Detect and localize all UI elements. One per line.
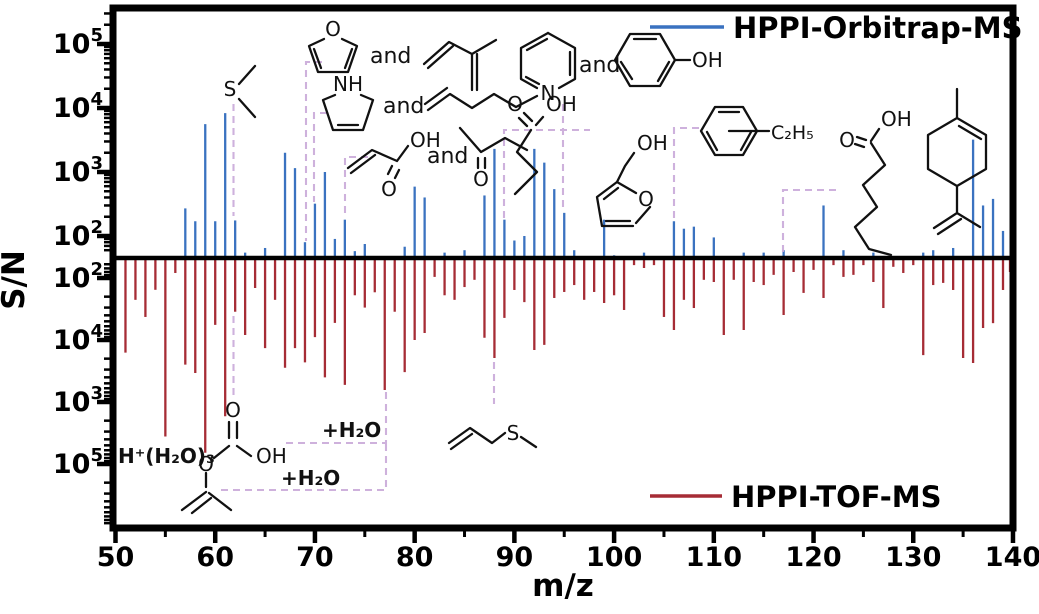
orbitrap-spectrum-peaks	[184, 113, 1005, 256]
nh-atom-label: NH	[333, 72, 363, 96]
y-tick-label: 105	[53, 445, 103, 480]
oxygen-atom-label: O	[325, 17, 341, 41]
and-label-4: and	[579, 53, 620, 78]
y-tick-label: 103	[53, 153, 103, 188]
x-tick-label: 60	[196, 542, 234, 573]
molecule-furan: O	[307, 17, 359, 74]
y-tick-label: 102	[53, 217, 103, 252]
x-tick-label: 140	[985, 542, 1039, 573]
carbonyl-oxygen-label: O	[381, 177, 397, 201]
oh-group-label: OH	[881, 107, 912, 131]
nitrogen-atom-label: N	[541, 81, 556, 105]
x-tick-label: 50	[97, 542, 135, 573]
x-tick-label: 100	[586, 542, 642, 573]
proton-water-cluster-label: H⁺(H₂O)₃	[118, 444, 215, 468]
molecule-hexene	[423, 86, 539, 112]
and-label-1: and	[370, 44, 411, 69]
x-tick-label: 120	[785, 542, 841, 573]
carbonyl-oxygen-label: O	[225, 398, 241, 422]
molecule-furfuryl-alcohol: OH O	[595, 131, 668, 228]
carbonyl-oxygen-label: O	[507, 92, 523, 116]
tof-spectrum-peaks	[124, 260, 1012, 453]
x-tick-label: 80	[396, 542, 434, 573]
legend-bottom-label: HPPI-TOF-MS	[731, 480, 941, 514]
molecule-carbonic-acid-cluster: H⁺(H₂O)₃ O OH O	[118, 398, 287, 515]
oh-group-label: OH	[410, 128, 441, 152]
plot-border	[109, 4, 1017, 532]
y-axis-title: S/N	[0, 250, 32, 310]
molecule-hexanoic-acid: OH O	[839, 107, 912, 257]
y-tick-label: 103	[53, 383, 103, 418]
x-axis-title: m/z	[532, 568, 594, 604]
molecule-acrylic-acid: OH O	[346, 128, 441, 201]
sulfur-atom-label: S	[507, 421, 520, 445]
ester-oxygen-label: O	[198, 452, 214, 476]
plus-water-label-2: +H₂O	[281, 466, 340, 490]
molecule-isoprene	[422, 38, 498, 92]
ethyl-group-label: C₂H₅	[771, 122, 814, 144]
molecule-butyric-acid: O OH	[507, 92, 577, 196]
y-tick-label: 104	[53, 321, 103, 356]
x-tick-label: 130	[885, 542, 941, 573]
axis-tick-labels: 50 60 70 80 90 100 110 120 130 140 105 104 103 102 102…	[53, 25, 1039, 573]
carbonyl-oxygen-label: O	[839, 128, 855, 152]
dashed-connectors	[221, 60, 836, 492]
molecule-allyl-methyl-sulfide: S	[447, 421, 538, 451]
legend-top: HPPI-Orbitrap-MS	[650, 11, 1023, 45]
plus-water-label-1: +H₂O	[322, 418, 381, 442]
and-label-3: and	[427, 144, 468, 169]
y-tick-label: 105	[53, 25, 103, 60]
y-tick-label: 104	[53, 89, 103, 124]
oh-group-label: OH	[256, 444, 287, 468]
legend-bottom: HPPI-TOF-MS	[650, 480, 941, 514]
ring-oxygen-label: O	[638, 187, 654, 211]
x-tick-label: 110	[686, 542, 742, 573]
molecule-phenol: OH	[613, 32, 723, 88]
x-tick-label: 90	[496, 542, 534, 573]
sulfur-atom-label: S	[224, 77, 237, 101]
and-label-2: and	[383, 94, 424, 119]
carbonyl-oxygen-label: O	[473, 167, 489, 191]
oh-group-label: OH	[637, 131, 668, 155]
molecule-pyrroline: NH	[321, 72, 375, 132]
molecule-dimethyl-sulfide: S	[224, 64, 257, 119]
molecule-pyridine: N	[519, 31, 577, 105]
y-tick-label: 102	[53, 259, 103, 294]
x-tick-label: 70	[296, 542, 334, 573]
oh-group-label: OH	[546, 92, 577, 116]
legend-top-label: HPPI-Orbitrap-MS	[733, 11, 1023, 45]
molecule-limonene	[926, 87, 988, 236]
molecule-butanone: O	[458, 126, 529, 191]
molecule-ethylbenzene: C₂H₅	[699, 105, 814, 157]
oh-group-label: OH	[692, 48, 723, 72]
